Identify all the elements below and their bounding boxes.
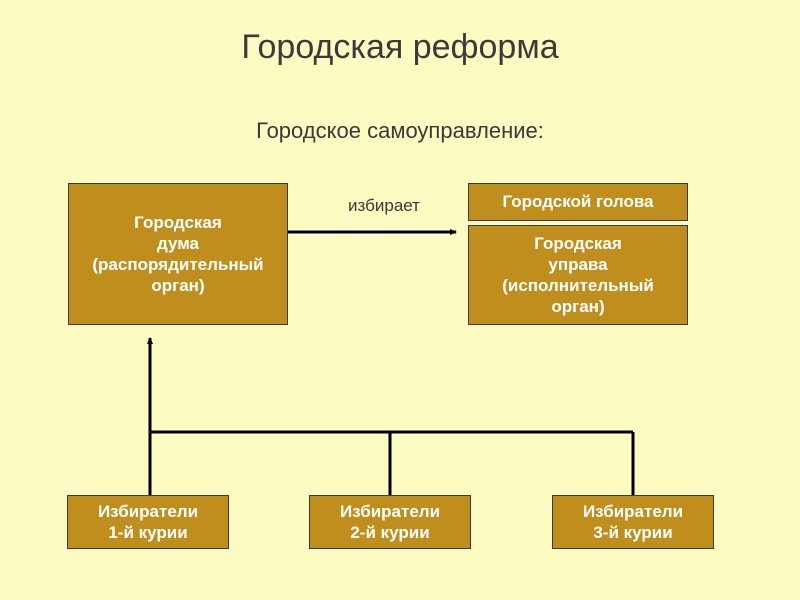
page-title: Городская реформа bbox=[0, 28, 800, 67]
node-golova: Городской голова bbox=[468, 183, 688, 221]
node-label: Городскаяуправа(исполнительныйорган) bbox=[502, 233, 654, 318]
node-kuria-3: Избиратели3-й курии bbox=[552, 495, 714, 549]
node-label: Избиратели1-й курии bbox=[98, 501, 198, 544]
node-label: Избиратели2-й курии bbox=[340, 501, 440, 544]
diagram-canvas: Городская реформа Городское самоуправлен… bbox=[0, 0, 800, 600]
node-uprava: Городскаяуправа(исполнительныйорган) bbox=[468, 225, 688, 325]
node-duma: Городскаядума(распорядительныйорган) bbox=[68, 183, 288, 325]
subtitle: Городское самоуправление: bbox=[0, 118, 800, 144]
node-kuria-2: Избиратели2-й курии bbox=[309, 495, 471, 549]
node-label: Городскаядума(распорядительныйорган) bbox=[92, 212, 263, 297]
node-kuria-1: Избиратели1-й курии bbox=[67, 495, 229, 549]
node-label: Городской голова bbox=[502, 191, 653, 212]
edge-label-elects: избирает bbox=[334, 196, 434, 216]
node-label: Избиратели3-й курии bbox=[583, 501, 683, 544]
